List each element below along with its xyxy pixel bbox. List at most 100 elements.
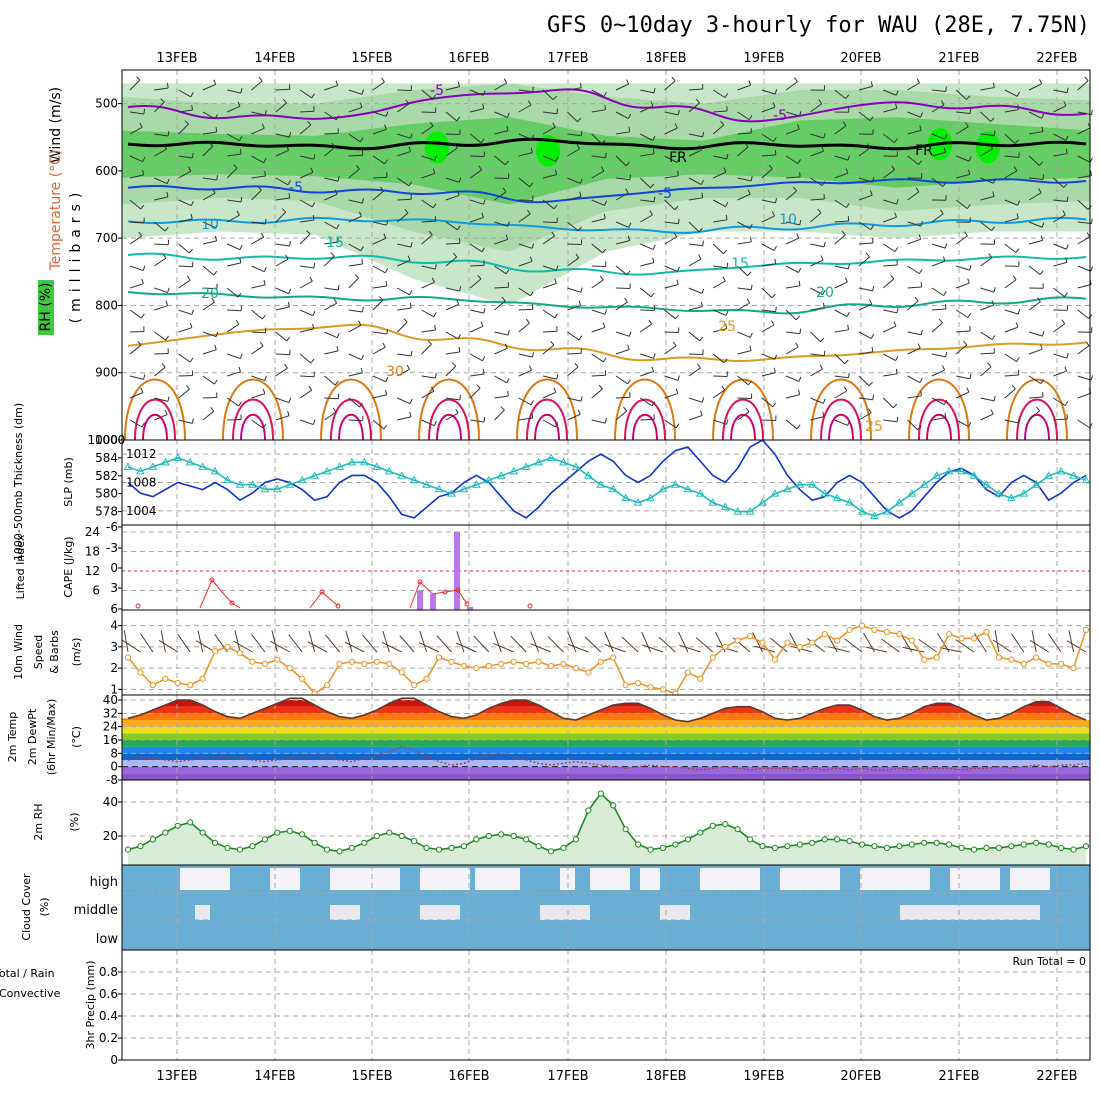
sounding-axis-label: (millibars)	[68, 187, 84, 324]
rh-line-marker	[249, 843, 256, 850]
li-marker	[527, 603, 533, 609]
wind-barb	[1028, 155, 1040, 166]
li-line	[199, 579, 241, 609]
wind-barb	[591, 374, 606, 377]
cape-tick-label: 12	[85, 564, 100, 578]
wind-barb-flag	[677, 266, 680, 272]
wind-barb-flag	[555, 265, 559, 271]
wind-barb-flag	[385, 389, 388, 395]
wind-barb-flag	[772, 402, 777, 408]
wind-barb-10m	[251, 634, 266, 653]
contour-label: -5	[773, 108, 787, 124]
wind-barb	[348, 168, 360, 179]
wind-barb	[129, 221, 145, 224]
wind-barb	[1028, 239, 1043, 245]
wind-barb	[1004, 89, 1018, 97]
wind-barb	[324, 177, 339, 182]
thickness-line-marker	[173, 453, 183, 461]
thickness-line-marker	[559, 457, 568, 466]
wind-barb	[372, 346, 386, 355]
wind-barb-10m	[769, 637, 788, 653]
wind-barb	[154, 133, 169, 137]
wind-barb	[640, 418, 655, 421]
wind-barb-flag	[408, 181, 413, 187]
wind-barb-flag	[409, 411, 412, 417]
wind-barb	[1004, 109, 1019, 113]
wind-barb	[615, 155, 627, 167]
wind-barb	[154, 196, 169, 201]
wind-barb-flag	[410, 133, 413, 139]
wind-barb	[518, 353, 533, 358]
wind-barb-flag	[167, 396, 170, 402]
wind-barb	[567, 111, 578, 123]
wind-barb-10m	[325, 634, 340, 653]
wind-barb-flag	[846, 311, 850, 317]
wind-barb-flag	[483, 416, 486, 423]
wind-speed-line-marker	[709, 654, 716, 661]
wind-barb	[470, 264, 485, 267]
wind-barb-10m	[939, 647, 962, 653]
wind-barb	[688, 306, 703, 311]
wind-barb	[591, 133, 603, 145]
rh-core	[425, 131, 449, 164]
thickness-line-marker	[422, 480, 431, 488]
wind-barb	[202, 221, 216, 229]
wind-barb-flag	[215, 222, 219, 228]
li-marker	[417, 579, 423, 585]
wind-barb	[227, 353, 241, 360]
wind-barb-flag	[990, 117, 995, 122]
wind-barb-10m	[160, 630, 166, 653]
wind-barb-flag	[774, 258, 777, 264]
wind-barb	[664, 80, 676, 91]
slp-tick-label: 1004	[126, 504, 157, 518]
wind-barb	[567, 87, 582, 91]
wind-barb	[712, 171, 727, 179]
wind-barb	[591, 199, 605, 206]
wind-barb-flag	[139, 122, 143, 128]
rh-line-marker	[784, 843, 791, 850]
temp-color-band	[122, 766, 1090, 774]
wind-barb	[154, 305, 168, 311]
wind-barb	[761, 372, 776, 377]
wind-barb-flag	[237, 101, 241, 107]
wind-barb-flag	[239, 149, 242, 155]
contour-label: 10	[779, 212, 797, 228]
wind-barb-flag	[532, 86, 534, 92]
wind-barb	[1028, 221, 1043, 228]
wind-barb-flag	[312, 323, 315, 329]
thickness-line-marker	[534, 457, 543, 466]
wind-barb	[518, 213, 531, 223]
wind-barb	[275, 415, 290, 421]
thickness-line-marker	[248, 480, 257, 488]
wind-barb-flag	[797, 124, 800, 130]
wind-barb	[1028, 410, 1040, 421]
wind-barb	[664, 345, 677, 355]
thickness-line-marker	[646, 493, 655, 502]
wind-barb-flag	[433, 420, 437, 426]
wind-barb-flag	[361, 354, 364, 360]
thickness-line-marker	[1031, 480, 1041, 488]
cloud-mid-gap	[330, 905, 360, 920]
wind-barb	[129, 126, 143, 135]
wind-barb	[980, 397, 995, 402]
wind-label-1: 10m Wind	[12, 624, 25, 680]
wind-barb	[834, 353, 846, 365]
wind-barb-flag	[432, 94, 437, 100]
wind-barb	[591, 155, 606, 159]
wind-barb-flag	[795, 315, 801, 321]
rh-line-marker	[137, 843, 144, 850]
wind-barb	[275, 211, 287, 223]
wind-barb-10m	[381, 641, 402, 653]
wind-barb-10m	[530, 643, 552, 653]
rh-line-marker	[473, 836, 480, 843]
wind-barb	[324, 193, 338, 201]
rh-line-marker	[946, 841, 953, 848]
wind-barb-flag	[1015, 248, 1020, 253]
wind-speed-line-marker	[286, 665, 293, 672]
y-tick-label: 0	[110, 1053, 118, 1067]
wind-barb	[858, 221, 872, 231]
temp-label-3: (6hr Min/Max)	[45, 699, 58, 776]
wind-barb	[299, 155, 314, 160]
wind-barb-flag	[626, 79, 630, 85]
